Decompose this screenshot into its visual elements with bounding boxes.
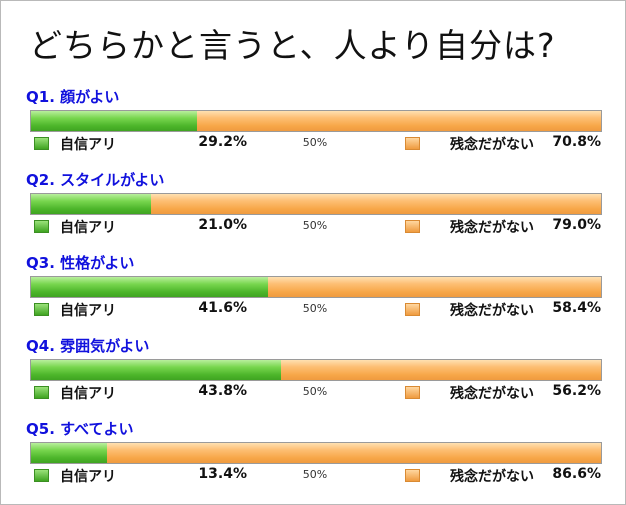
data-label-confident: 29.2% [198,134,247,150]
data-label-confident: 13.4% [198,466,247,482]
bar-confident [31,111,197,131]
bar-not-confident [281,360,601,380]
bar-not-confident [151,194,601,214]
legend-label-not-confident: 残念だがない [450,469,534,485]
bar-confident [31,277,268,297]
question-block: Q5. すべてよい自信アリ 13.4% 50% 残念だがない 86.6% [1,418,625,502]
question-block: Q1. 顔がよい自信アリ 29.2% 50% 残念だがない 70.8% [1,86,625,170]
chart-title: どちらかと言うと、人より自分は? [29,26,556,65]
bar-not-confident [197,111,601,131]
midpoint-label: 50% [302,302,328,315]
legend-row: 自信アリ 29.2% 50% 残念だがない 70.8% [1,133,625,155]
midpoint-label: 50% [302,468,328,481]
legend-label-confident: 自信アリ [60,303,116,319]
legend-label-confident: 自信アリ [60,469,116,485]
question-label: Q4. 雰囲気がよい [26,337,150,355]
bar-track [30,193,602,215]
bar-track [30,359,602,381]
bar-confident [31,443,107,463]
legend-label-confident: 自信アリ [60,137,116,153]
bar-track [30,276,602,298]
bar-track [30,442,602,464]
data-label-not-confident: 70.8% [552,134,601,150]
legend-swatch-not-confident [405,469,420,482]
bar-track [30,110,602,132]
legend-swatch-not-confident [405,386,420,399]
question-block: Q4. 雰囲気がよい 自信アリ 43.8% 50% 残念だがない 56.2% [1,335,625,419]
bar-not-confident [268,277,601,297]
data-label-not-confident: 56.2% [552,383,601,399]
data-label-confident: 41.6% [198,300,247,316]
midpoint-label: 50% [302,219,328,232]
data-label-confident: 43.8% [198,383,247,399]
legend-row: 自信アリ 41.6% 50% 残念だがない 58.4% [1,299,625,321]
midpoint-label: 50% [302,136,328,149]
legend-label-confident: 自信アリ [60,386,116,402]
legend-row: 自信アリ 43.8% 50% 残念だがない 56.2% [1,382,625,404]
data-label-not-confident: 86.6% [552,466,601,482]
data-label-not-confident: 58.4% [552,300,601,316]
question-label: Q2. スタイルがよい [26,171,165,189]
midpoint-label: 50% [302,385,328,398]
question-block: Q2. スタイルがよい自信アリ 21.0% 50% 残念だがない 79.0% [1,169,625,253]
legend-swatch-confident [34,386,49,399]
data-label-not-confident: 79.0% [552,217,601,233]
legend-label-not-confident: 残念だがない [450,137,534,153]
legend-label-not-confident: 残念だがない [450,220,534,236]
bar-confident [31,194,151,214]
legend-swatch-not-confident [405,303,420,316]
question-label: Q3. 性格がよい [26,254,135,272]
legend-label-confident: 自信アリ [60,220,116,236]
legend-swatch-confident [34,137,49,150]
legend-swatch-not-confident [405,137,420,150]
bar-confident [31,360,281,380]
bar-not-confident [107,443,601,463]
data-label-confident: 21.0% [198,217,247,233]
legend-row: 自信アリ 21.0% 50% 残念だがない 79.0% [1,216,625,238]
legend-row: 自信アリ 13.4% 50% 残念だがない 86.6% [1,465,625,487]
legend-label-not-confident: 残念だがない [450,303,534,319]
legend-swatch-confident [34,303,49,316]
legend-swatch-not-confident [405,220,420,233]
question-label: Q5. すべてよい [26,420,134,438]
legend-label-not-confident: 残念だがない [450,386,534,402]
legend-swatch-confident [34,469,49,482]
question-label: Q1. 顔がよい [26,88,120,106]
legend-swatch-confident [34,220,49,233]
question-block: Q3. 性格がよい自信アリ 41.6% 50% 残念だがない 58.4% [1,252,625,336]
